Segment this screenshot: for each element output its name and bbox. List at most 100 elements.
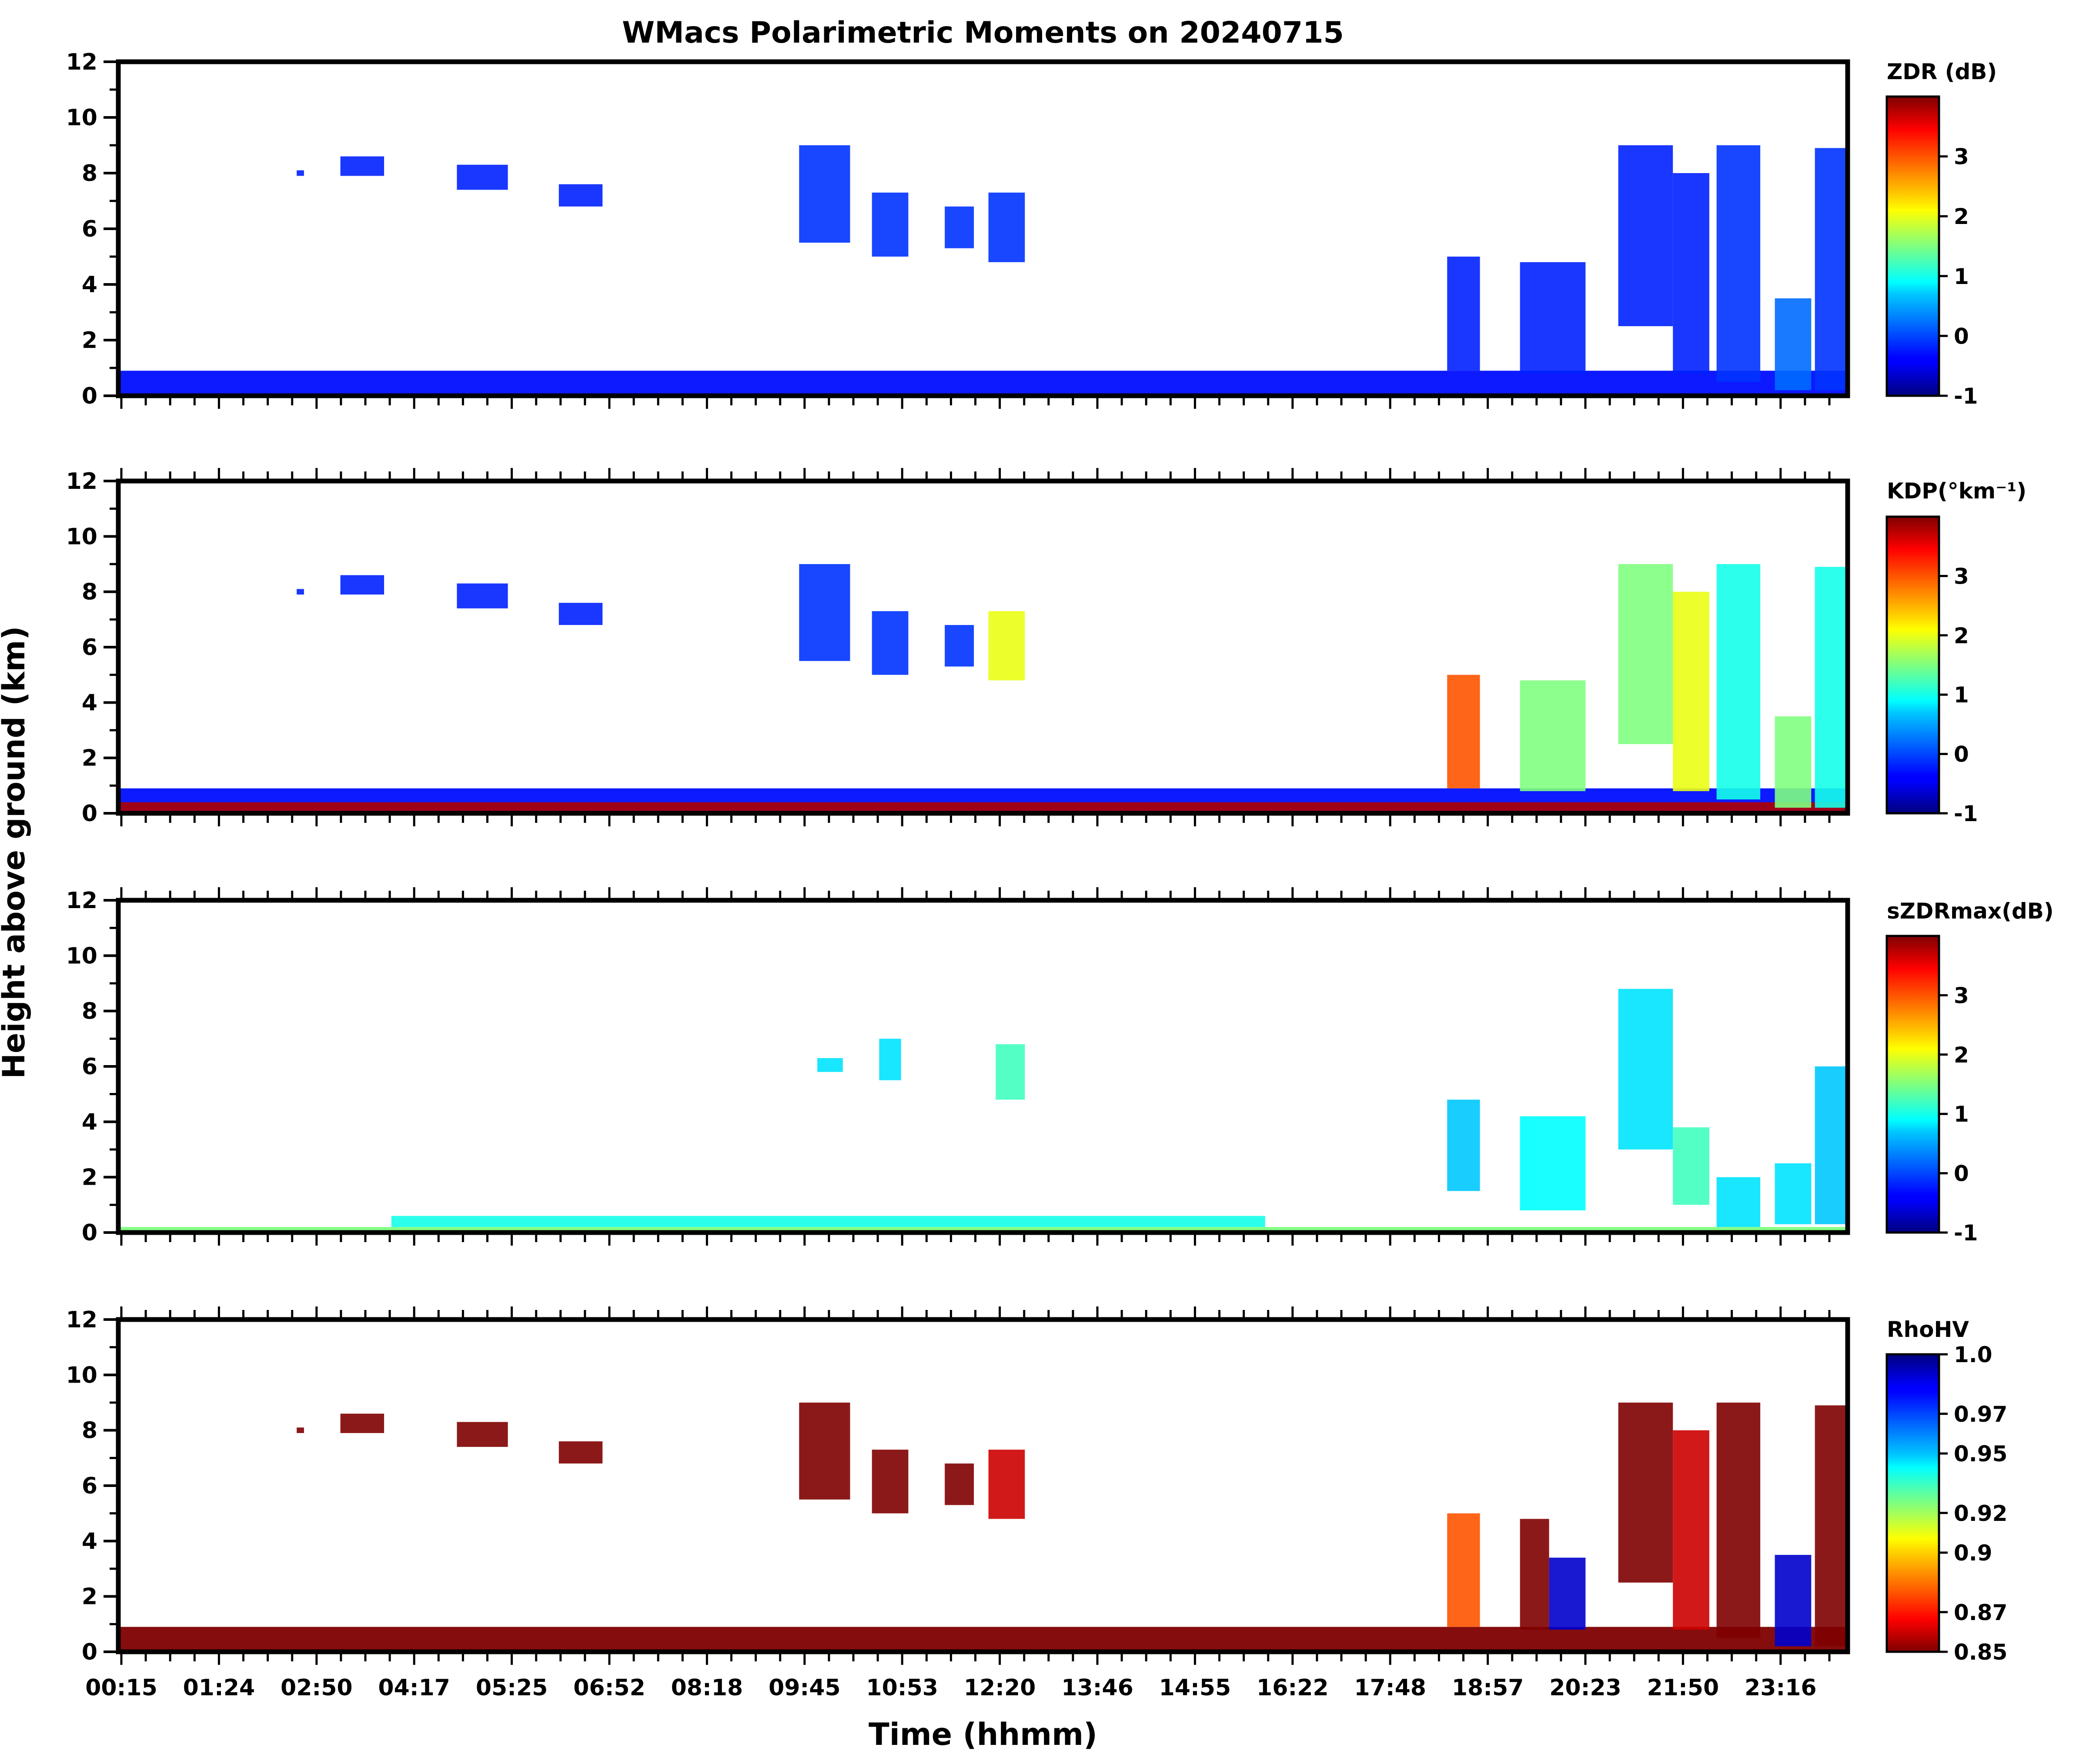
echo-region xyxy=(872,611,909,675)
echo-region xyxy=(1618,989,1673,1149)
y-tick-label: 2 xyxy=(82,1165,97,1191)
echo-region xyxy=(988,1450,1025,1519)
colorbar-tick-label: 0.95 xyxy=(1954,1441,2007,1467)
y-tick-label: 8 xyxy=(82,579,97,605)
chart-title: WMacs Polarimetric Moments on 20240715 xyxy=(622,16,1344,50)
echo-region xyxy=(1447,257,1480,371)
y-axis-rhohv: 0 2 4 6 8 10 12 xyxy=(66,1307,118,1665)
y-tick-label: 2 xyxy=(82,1584,97,1610)
panel-rhohv: 0 2 4 6 8 10 12 00:15 01:24 02:50 04:17 05:25 06:52… xyxy=(66,1306,2007,1701)
x-tick-label: 21:50 xyxy=(1647,1675,1719,1701)
echo-region xyxy=(1673,173,1709,374)
echo-region xyxy=(340,156,384,176)
colorbar-tick-label: 2 xyxy=(1954,623,1969,648)
y-tick-label: 12 xyxy=(66,1307,97,1333)
y-axis-kdp: 0 2 4 6 8 10 12 xyxy=(66,468,118,827)
echo-region xyxy=(799,564,850,661)
colorbar-kdp xyxy=(1885,515,1940,815)
x-tick-label: 12:20 xyxy=(964,1675,1036,1701)
echo-region xyxy=(799,145,850,243)
y-tick-label: 10 xyxy=(66,105,97,131)
colorbar-tick-label: 0.97 xyxy=(1954,1402,2007,1427)
colorbar-tick-label: 0.87 xyxy=(1954,1600,2007,1625)
echo-layer-kdp xyxy=(118,564,1848,813)
echo-region xyxy=(996,1044,1025,1100)
echo-region xyxy=(945,1463,974,1505)
echo-region xyxy=(1520,262,1586,374)
colorbar-ticks-rhohv: 1.0 0.97 0.95 0.92 0.9 0.87 0.85 xyxy=(1939,1342,2007,1665)
colorbar-label-rhohv: RhoHV xyxy=(1887,1317,1969,1342)
echo-region xyxy=(1520,680,1586,792)
colorbar-tick-label: -1 xyxy=(1954,801,1978,826)
echo-region xyxy=(879,1039,901,1080)
echo-region xyxy=(297,589,304,595)
echo-region xyxy=(118,1627,1848,1652)
echo-region xyxy=(1815,1066,1848,1224)
y-tick-label: 4 xyxy=(82,272,97,298)
echo-region xyxy=(457,583,508,608)
colorbar-tick-label: 3 xyxy=(1954,983,1969,1008)
echo-region xyxy=(872,192,909,257)
echo-region xyxy=(1775,1555,1812,1647)
plot-frame-rhohv xyxy=(116,1317,1850,1654)
y-axis-szdrmax: 0 2 4 6 8 10 12 xyxy=(66,888,118,1246)
colorbar-tick-label: 2 xyxy=(1954,1042,1969,1068)
echo-region xyxy=(988,611,1025,681)
y-tick-label: 6 xyxy=(82,216,97,242)
y-tick-label: 0 xyxy=(82,1639,97,1665)
colorbar-tick-label: -1 xyxy=(1954,1220,1978,1246)
y-tick-label: 2 xyxy=(82,327,97,354)
echo-region xyxy=(118,371,1848,396)
y-tick-label: 6 xyxy=(82,1473,97,1499)
echo-region xyxy=(340,1413,384,1433)
x-axis-zdr xyxy=(120,396,1831,409)
echo-region xyxy=(1815,1405,1848,1647)
echo-region xyxy=(558,1441,603,1464)
echo-region xyxy=(1520,1519,1549,1630)
echo-region xyxy=(817,1058,843,1072)
colorbar-label-kdp: KDP(°km⁻¹) xyxy=(1887,478,2026,504)
y-tick-label: 12 xyxy=(66,468,97,494)
colorbar-tick-label: 0.9 xyxy=(1954,1540,1992,1566)
echo-region xyxy=(872,1450,909,1513)
y-tick-label: 8 xyxy=(82,999,97,1025)
echo-region xyxy=(945,625,974,667)
echo-region xyxy=(1618,1403,1673,1583)
echo-region xyxy=(1520,1116,1586,1211)
echo-region xyxy=(1775,716,1812,808)
plot-frame-szdrmax xyxy=(116,898,1850,1235)
y-tick-label: 4 xyxy=(82,690,97,716)
y-axis-zdr: 0 2 4 6 8 10 12 xyxy=(66,49,118,409)
echo-region xyxy=(945,206,974,248)
echo-region xyxy=(1716,145,1761,382)
colorbar-tick-label: 1 xyxy=(1954,264,1969,289)
echo-region xyxy=(457,1422,508,1447)
x-tick-label: 14:55 xyxy=(1159,1675,1231,1701)
echo-region xyxy=(1815,148,1848,391)
echo-region xyxy=(1618,564,1673,744)
echo-region xyxy=(457,164,508,190)
colorbar-ticks-kdp: -1 0 1 2 3 xyxy=(1939,564,1978,826)
echo-region xyxy=(1815,567,1848,808)
y-tick-label: 8 xyxy=(82,1418,97,1444)
echo-region xyxy=(1447,675,1480,788)
colorbar-label-zdr: ZDR (dB) xyxy=(1887,59,1997,84)
colorbar-szdrmax xyxy=(1885,935,1940,1234)
y-tick-label: 4 xyxy=(82,1528,97,1554)
y-tick-label: 0 xyxy=(82,383,97,409)
echo-region xyxy=(1716,1403,1761,1638)
y-tick-label: 0 xyxy=(82,1220,97,1246)
x-axis-kdp xyxy=(120,468,1831,826)
colorbar-tick-label: 3 xyxy=(1954,144,1969,170)
colorbar-label-szdrmax: sZDRmax(dB) xyxy=(1887,899,2054,924)
echo-region xyxy=(1673,1127,1709,1205)
y-axis-title: Height above ground (km) xyxy=(0,626,32,1079)
x-tick-label: 17:48 xyxy=(1354,1675,1426,1701)
x-axis-szdrmax xyxy=(120,887,1831,1246)
y-tick-label: 10 xyxy=(66,524,97,550)
plot-frame-zdr xyxy=(116,59,1850,398)
echo-region xyxy=(391,1216,1265,1227)
